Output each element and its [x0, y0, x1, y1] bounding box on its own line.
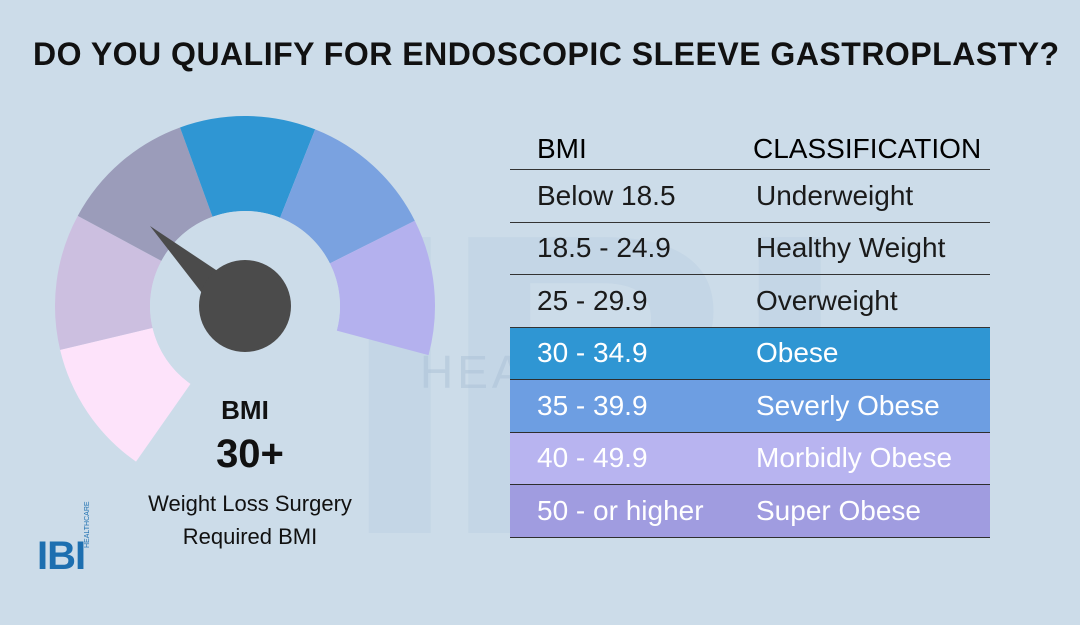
- table-row: 30 - 34.9 Obese: [510, 327, 990, 380]
- row-bmi: 25 - 29.9: [537, 284, 648, 316]
- bmi-gauge: [54, 116, 436, 462]
- row-classification: Morbidly Obese: [756, 442, 953, 474]
- gauge-segment: [280, 129, 415, 264]
- ibi-logo-subtext: HEALTHCARE: [84, 501, 91, 548]
- gauge-segment: [329, 220, 436, 356]
- gauge-note-line1: Weight Loss Surgery: [148, 491, 352, 516]
- bmi-classification-table: BMI CLASSIFICATION Below 18.5 Underweigh…: [510, 128, 990, 538]
- row-bmi: 18.5 - 24.9: [537, 232, 671, 264]
- table-row: 25 - 29.9 Overweight: [510, 275, 990, 328]
- gauge-bmi-value: 30+: [216, 432, 284, 476]
- gauge-bmi-label: BMI: [221, 395, 269, 425]
- gauge-segment: [180, 116, 316, 218]
- row-bmi: Below 18.5: [537, 179, 676, 211]
- table-row: 50 - or higher Super Obese: [510, 485, 990, 538]
- row-bmi: 35 - 39.9: [537, 389, 648, 421]
- row-classification: Healthy Weight: [756, 232, 946, 264]
- table-row: 40 - 49.9 Morbidly Obese: [510, 432, 990, 485]
- gauge-segment: [60, 327, 191, 462]
- gauge-note-line2: Required BMI: [182, 524, 318, 549]
- row-classification: Super Obese: [756, 494, 921, 526]
- row-classification: Severly Obese: [756, 389, 940, 421]
- table-row: Below 18.5 Underweight: [510, 170, 990, 223]
- header-classification: CLASSIFICATION: [753, 132, 982, 164]
- ibi-logo: IBI: [37, 534, 86, 578]
- gauge-segment: [54, 215, 162, 350]
- table-row: 18.5 - 24.9 Healthy Weight: [510, 223, 990, 275]
- table-row: 35 - 39.9 Severly Obese: [510, 380, 990, 433]
- row-bmi: 40 - 49.9: [537, 442, 648, 474]
- gauge-note: Weight Loss Surgery Required BMI: [120, 487, 380, 553]
- row-bmi: 30 - 34.9: [537, 337, 648, 369]
- gauge-segment: [77, 127, 213, 261]
- header-bmi: BMI: [537, 132, 587, 164]
- gauge-needle-hub: [199, 260, 291, 352]
- table-header: BMI CLASSIFICATION: [510, 128, 990, 170]
- page-title: DO YOU QUALIFY FOR ENDOSCOPIC SLEEVE GAS…: [33, 36, 1060, 72]
- row-classification: Overweight: [756, 284, 898, 316]
- row-classification: Underweight: [756, 179, 914, 211]
- row-classification: Obese: [756, 337, 839, 369]
- row-bmi: 50 - or higher: [537, 494, 704, 526]
